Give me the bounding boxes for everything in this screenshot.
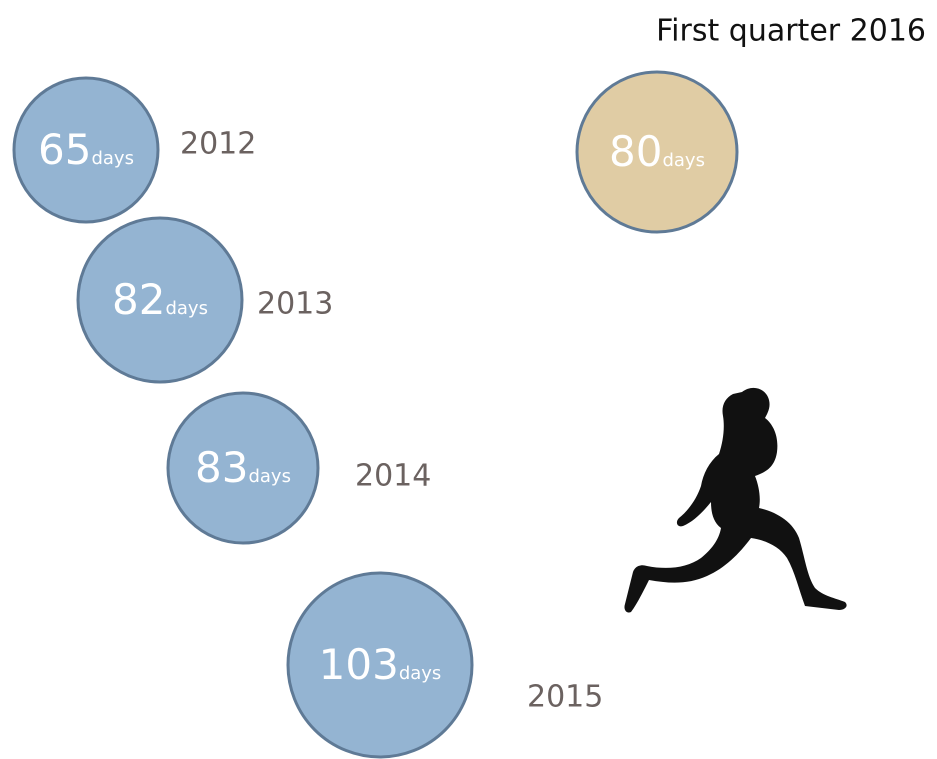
value: 83 [195,443,248,492]
highlight-title: First quarter 2016 [656,14,926,49]
year-label: 2015 [527,680,603,715]
unit: days [248,466,291,487]
unit: days [165,298,208,319]
year-label: 2014 [355,459,431,494]
year-label: 2012 [180,127,256,162]
unit: days [399,663,442,684]
value: 82 [112,275,165,324]
value: 65 [38,125,91,174]
infographic: First quarter 2016 65days201282days20138… [0,0,937,759]
value: 80 [609,127,662,176]
value: 103 [319,640,399,689]
runner [624,388,846,613]
unit: days [662,150,705,171]
unit: days [91,148,134,169]
year-label: 2013 [257,287,333,322]
